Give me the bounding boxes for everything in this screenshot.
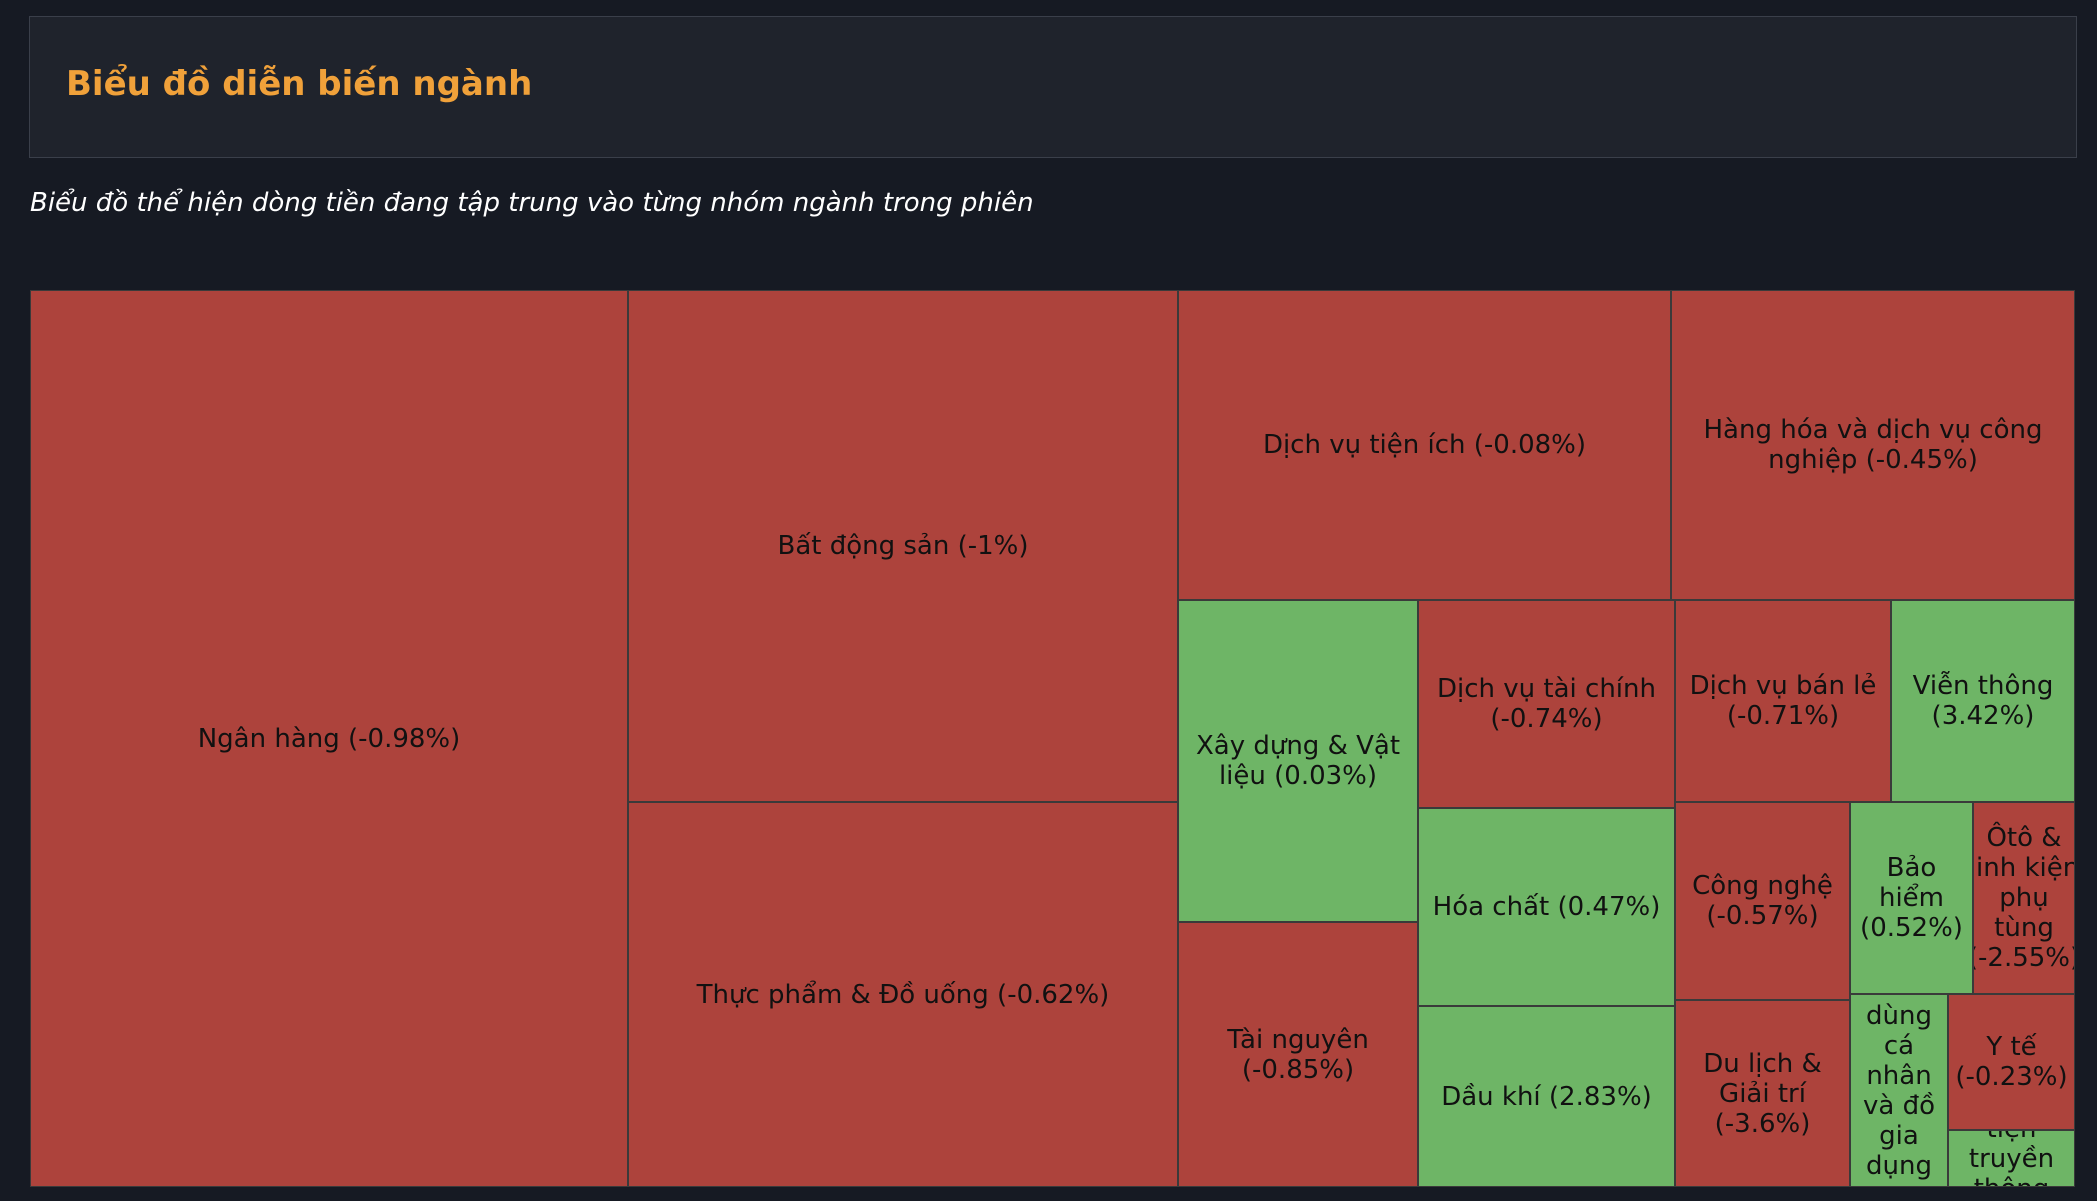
treemap-tile-label: dùng cá nhân và đồ gia dụng	[1863, 1000, 1935, 1181]
sector-treemap: Ngân hàng (-0.98%) Bất động sản (-1%) Thực…	[30, 290, 2075, 1187]
treemap-tile[interactable]: Dịch vụ tiện ích (-0.08%)	[1178, 290, 1671, 600]
treemap-tile-label: Dịch vụ tiện ích (-0.08%)	[1262, 430, 1587, 460]
header-panel: Biểu đồ diễn biến ngành	[29, 16, 2077, 158]
treemap-tile[interactable]: Xây dựng & Vật liệu (0.03%)	[1178, 600, 1418, 922]
treemap-tile[interactable]: Thực phẩm & Đồ uống (-0.62%)	[628, 802, 1178, 1187]
treemap-tile[interactable]: Viễn thông (3.42%)	[1891, 600, 2075, 802]
treemap-tile-label: Ngân hàng (-0.98%)	[197, 723, 461, 754]
treemap-tile-label: Bảo hiểm (0.52%)	[1860, 853, 1963, 943]
treemap-tile-label: Bất động sản (-1%)	[777, 531, 1029, 561]
treemap-tile-label: Dầu khí (2.83%)	[1441, 1081, 1652, 1112]
treemap-tile[interactable]: Bảo hiểm (0.52%)	[1850, 802, 1973, 994]
treemap-tile-label: Xây dựng & Vật liệu (0.03%)	[1195, 731, 1401, 791]
treemap-tile[interactable]: tiện truyền thông	[1948, 1130, 2075, 1187]
treemap-tile[interactable]: Tài nguyên (-0.85%)	[1178, 922, 1418, 1187]
chart-subtitle: Biểu đồ thể hiện dòng tiền đang tập trun…	[30, 188, 1034, 218]
treemap-tile[interactable]: Hóa chất (0.47%)	[1418, 808, 1675, 1006]
treemap-tile-label: Du lịch & Giải trí (-3.6%)	[1703, 1048, 1822, 1139]
page-title: Biểu đồ diễn biến ngành	[66, 64, 533, 104]
treemap-tile[interactable]: Công nghệ (-0.57%)	[1675, 802, 1850, 1000]
treemap-tile-label: Tài nguyên (-0.85%)	[1227, 1024, 1369, 1085]
treemap-tile[interactable]: Dầu khí (2.83%)	[1418, 1006, 1675, 1187]
treemap-tile[interactable]: Ôtô & linh kiện phụ tùng (-2.55%)	[1973, 802, 2075, 994]
treemap-tile[interactable]: Y tế (-0.23%)	[1948, 994, 2075, 1130]
treemap-tile[interactable]: Ngân hàng (-0.98%)	[30, 290, 628, 1187]
treemap-tile-label: Ôtô & linh kiện phụ tùng (-2.55%)	[1973, 823, 2075, 973]
treemap-tile-label: Viễn thông (3.42%)	[1912, 671, 2054, 731]
treemap-tile[interactable]: Hàng hóa và dịch vụ công nghiệp (-0.45%)	[1671, 290, 2075, 600]
treemap-tile-label: Y tế (-0.23%)	[1955, 1032, 2068, 1092]
treemap-tile[interactable]: Bất động sản (-1%)	[628, 290, 1178, 802]
treemap-tile-label: Hóa chất (0.47%)	[1432, 892, 1661, 922]
treemap-tile[interactable]: Dịch vụ tài chính (-0.74%)	[1418, 600, 1675, 808]
treemap-tile-label: tiện truyền thông	[1968, 1131, 2055, 1186]
treemap-tile[interactable]: dùng cá nhân và đồ gia dụng	[1850, 994, 1948, 1187]
treemap-tile[interactable]: Dịch vụ bán lẻ (-0.71%)	[1675, 600, 1891, 802]
treemap-tile-label: Thực phẩm & Đồ uống (-0.62%)	[696, 979, 1110, 1010]
treemap-tile[interactable]: Du lịch & Giải trí (-3.6%)	[1675, 1000, 1850, 1187]
treemap-tile-label: Dịch vụ tài chính (-0.74%)	[1437, 674, 1656, 734]
treemap-tile-label: Dịch vụ bán lẻ (-0.71%)	[1689, 671, 1877, 731]
treemap-tile-label: Hàng hóa và dịch vụ công nghiệp (-0.45%)	[1703, 415, 2043, 475]
treemap-tile-label: Công nghệ (-0.57%)	[1692, 871, 1833, 931]
